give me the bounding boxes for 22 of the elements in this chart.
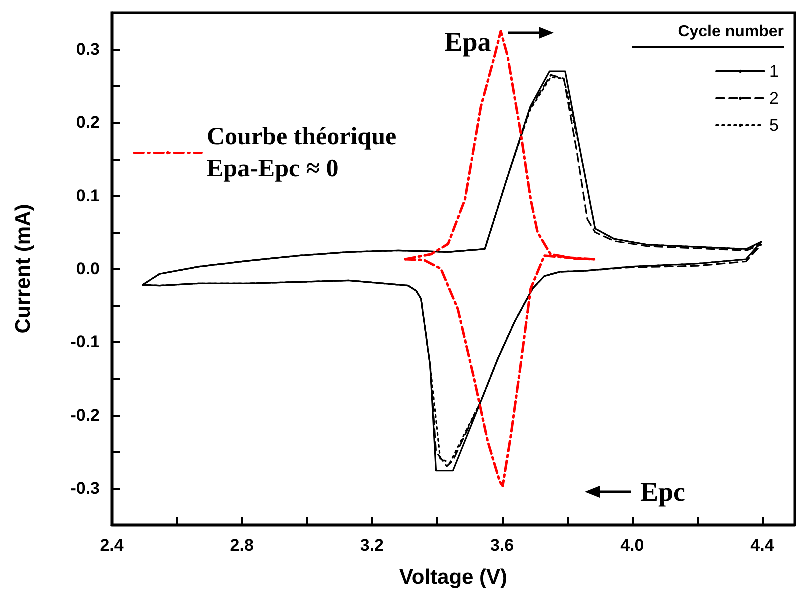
y-tick-label: -0.3 — [70, 478, 100, 498]
x-tick-label: 3.2 — [360, 536, 384, 555]
y-tick-label: 0.3 — [76, 40, 100, 60]
legend-label: 2 — [770, 89, 780, 108]
y-tick-label: 0.1 — [76, 186, 100, 206]
annotation: Epa — [444, 27, 492, 57]
y-axis-title: Current (mA) — [12, 204, 35, 334]
x-axis-title: Voltage (V) — [399, 566, 508, 589]
x-tick-label: 4.0 — [620, 536, 644, 555]
x-tick-label: 2.8 — [230, 536, 254, 555]
x-tick-label: 4.4 — [750, 536, 775, 555]
y-tick-label: -0.1 — [70, 332, 100, 352]
legend-label: Courbe théorique Epa-Epc ≈ 0 — [207, 124, 403, 182]
legend-label: 5 — [770, 116, 780, 135]
x-tick-label: 2.4 — [100, 536, 124, 555]
y-tick-label: 0.0 — [76, 260, 100, 278]
legend-title: Cycle number — [678, 24, 784, 40]
legend-label: 1 — [770, 62, 780, 81]
x-tick-label: 3.6 — [490, 536, 514, 555]
y-tick-label: 0.2 — [76, 113, 100, 132]
y-tick-label: -0.2 — [70, 406, 100, 425]
annotation: Epc — [640, 477, 686, 507]
